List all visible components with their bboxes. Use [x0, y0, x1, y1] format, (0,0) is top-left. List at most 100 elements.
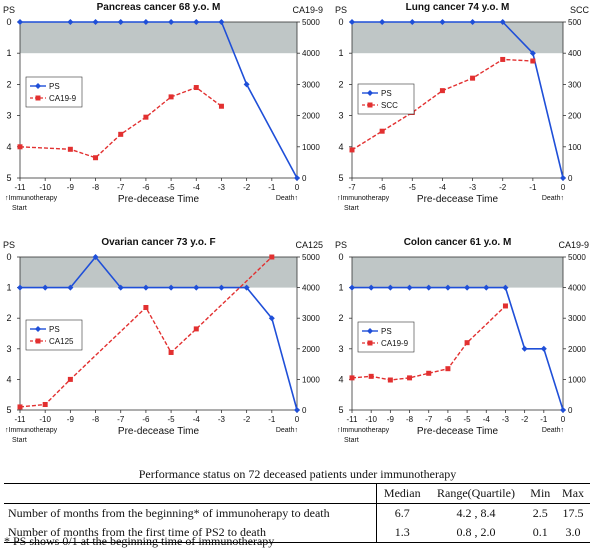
immunotherapy-start-label: ↑Immunotherapy	[337, 427, 390, 434]
ps-point	[142, 19, 149, 25]
ps-tick-label: 2	[338, 313, 343, 323]
marker-point	[168, 349, 174, 355]
right-axis-label: CA19-9	[558, 240, 589, 250]
marker-tick-label: 3000	[568, 314, 586, 323]
table-header-row: Median Range(Quartile) Min Max	[4, 483, 590, 504]
series-line-ps	[20, 21, 298, 179]
marker-point	[464, 340, 470, 346]
marker-point	[387, 377, 393, 383]
ps-band	[352, 22, 563, 54]
x-tick-label: -6	[142, 183, 150, 192]
marker-tick-label: 4000	[302, 284, 320, 293]
legend-label-marker: SCC	[381, 101, 398, 110]
death-label: Death↑	[542, 195, 564, 202]
legend-label-marker: CA19-9	[381, 339, 409, 348]
legend-ps-point	[367, 90, 373, 96]
marker-tick-label: 2000	[568, 345, 586, 354]
marker-tick-label: 0	[568, 406, 573, 415]
series-line-marker	[19, 86, 222, 159]
marker-point	[193, 85, 199, 91]
marker-point	[445, 366, 451, 372]
x-tick-label: -6	[379, 183, 387, 192]
ps-tick-label: 1	[338, 48, 343, 58]
marker-point	[218, 103, 224, 109]
ps-tick-label: 4	[6, 142, 11, 152]
x-tick-label: -7	[117, 415, 125, 424]
marker-tick-label: 4000	[302, 49, 320, 58]
marker-tick-label: 0	[302, 406, 307, 415]
ps-tick-label: 4	[338, 374, 343, 384]
marker-point	[17, 404, 23, 410]
x-tick-label: -4	[439, 183, 447, 192]
marker-tick-label: 400	[568, 49, 582, 58]
ps-tick-label: 0	[6, 17, 11, 27]
marker-tick-label: 300	[568, 80, 582, 89]
x-tick-label: -11	[15, 415, 27, 424]
ps-point	[409, 19, 416, 25]
marker-tick-label: 200	[568, 112, 582, 121]
marker-point	[426, 370, 432, 376]
death-label: Death↑	[276, 427, 298, 434]
ps-tick-label: 0	[6, 252, 11, 262]
marker-point	[530, 58, 536, 64]
ps-tick-label: 2	[6, 79, 11, 89]
table-header-cell: Range(Quartile)	[427, 483, 525, 504]
ps-point	[17, 19, 23, 25]
x-tick-label: -4	[483, 415, 491, 424]
marker-tick-label: 100	[568, 143, 582, 152]
ps-point	[425, 284, 432, 291]
marker-tick-label: 5000	[302, 18, 320, 27]
legend-marker-point	[367, 340, 373, 346]
ps-point	[521, 345, 528, 352]
legend-box	[25, 319, 83, 351]
marker-point	[269, 254, 275, 260]
table-row: Number of months from the first time of …	[4, 523, 590, 543]
x-tick-label: -11	[15, 183, 27, 192]
right-axis-label: SCC	[570, 5, 590, 15]
ps-point	[469, 19, 476, 25]
x-tick-label: -6	[444, 415, 452, 424]
marker-point	[439, 88, 445, 94]
ps-tick-label: 3	[338, 344, 343, 354]
x-tick-label: -1	[268, 415, 276, 424]
series-line-ps	[20, 255, 298, 411]
ps-point	[218, 284, 225, 291]
x-tick-label: -5	[168, 415, 176, 424]
chart-title: Ovarian cancer 73 y.o. F	[101, 237, 215, 248]
ps-point	[117, 284, 124, 291]
x-axis-label: Pre-decease Time	[118, 426, 200, 437]
marker-point	[67, 376, 73, 382]
ps-point	[529, 50, 536, 57]
table-header-cell: Max	[556, 483, 590, 504]
left-axis-label: PS	[335, 5, 347, 15]
marker-point	[502, 303, 508, 309]
legend-marker-point	[35, 338, 41, 344]
ps-tick-label: 3	[6, 344, 11, 354]
marker-point	[407, 375, 413, 381]
right-axis-label: CA19-9	[292, 5, 323, 15]
marker-point	[470, 75, 476, 81]
table-cell: Number of months from the first time of …	[4, 523, 378, 543]
table-header-cell	[4, 483, 378, 504]
ps-point	[243, 81, 250, 88]
ps-point	[193, 19, 200, 25]
legend-ps-point	[367, 328, 373, 334]
ps-point	[439, 19, 446, 25]
table-row: Number of months from the beginning* of …	[4, 503, 590, 523]
ps-point	[483, 284, 490, 291]
ps-point	[444, 284, 451, 291]
ps-tick-label: 4	[338, 142, 343, 152]
table-header-cell: Median	[376, 483, 428, 504]
x-tick-label: -8	[92, 415, 100, 424]
ps-point	[387, 284, 394, 291]
x-axis-label: Pre-decease Time	[417, 426, 499, 437]
chart-title: Pancreas cancer 68 y.o. M	[97, 2, 221, 13]
x-tick-label: -5	[409, 183, 417, 192]
ps-tick-label: 5	[338, 405, 343, 415]
legend-label-ps: PS	[49, 325, 60, 334]
ps-tick-label: 1	[6, 48, 11, 58]
table-header-cell: Min	[524, 483, 557, 504]
ps-point	[17, 284, 23, 291]
x-tick-label: -1	[268, 183, 276, 192]
